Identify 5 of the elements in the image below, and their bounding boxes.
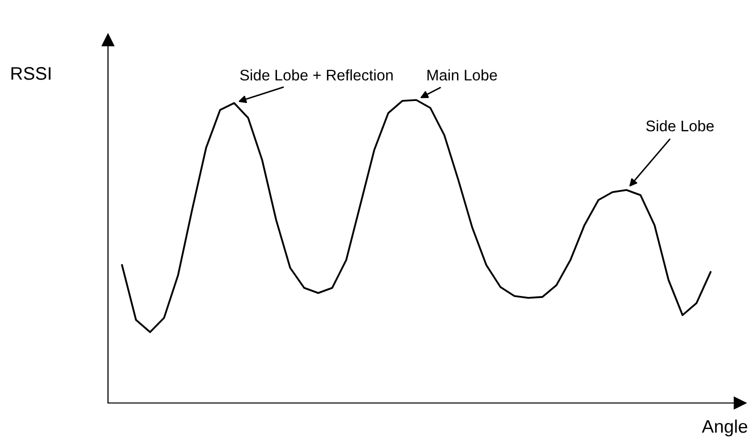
text: Main Lobe	[428, 69, 497, 81]
annotation: Side Lobe	[646, 120, 714, 132]
text: Side Lobe + Reflection	[240, 69, 393, 81]
y-axis-title: RSSI	[11, 67, 50, 80]
x-axis-title: Angle	[702, 420, 748, 436]
